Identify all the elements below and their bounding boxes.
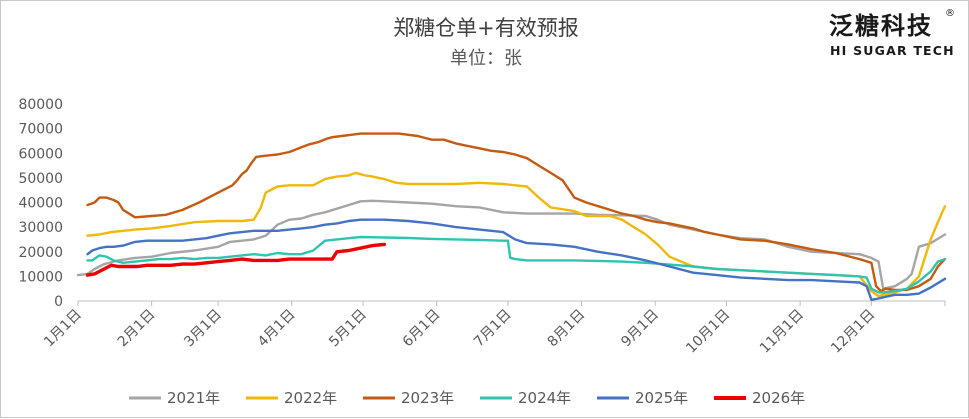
chart-title: 郑糖仓单+有效预报 xyxy=(393,16,579,40)
x-tick-label: 3月1日 xyxy=(181,307,225,351)
y-tick-label: 80000 xyxy=(18,97,63,113)
x-tick-label: 10月1日 xyxy=(683,307,733,357)
brand-logo: 泛糖科技 ® HI SUGAR TECH xyxy=(829,8,955,58)
y-tick-label: 30000 xyxy=(18,220,63,236)
y-tick-label: 40000 xyxy=(18,196,63,212)
legend-label: 2026年 xyxy=(752,389,805,407)
legend-label: 2025年 xyxy=(635,389,688,407)
y-tick-label: 70000 xyxy=(18,122,63,138)
legend-label: 2021年 xyxy=(167,389,220,407)
x-tick-label: 12月1日 xyxy=(828,307,878,357)
x-tick-label: 6月1日 xyxy=(400,307,444,351)
legend-label: 2022年 xyxy=(284,389,337,407)
y-tick-label: 20000 xyxy=(18,245,63,261)
y-tick-label: 10000 xyxy=(18,269,63,285)
series-line-2025 xyxy=(86,218,947,301)
series-line-2026 xyxy=(85,242,387,277)
legend: 2021年 2022年 2023年 2024年 2025年 2026年 xyxy=(129,389,805,407)
brand-name: 泛糖科技 xyxy=(829,12,933,40)
y-axis: 0 10000 20000 30000 40000 50000 60000 70000 8000… xyxy=(18,97,63,310)
x-tick-label: 1月1日 xyxy=(41,307,85,351)
x-tick-label: 7月1日 xyxy=(471,307,515,351)
series-line-2024 xyxy=(86,235,947,294)
x-tick-label: 4月1日 xyxy=(255,307,299,351)
x-tick-label: 9月1日 xyxy=(618,307,662,351)
x-tick-label: 11月1日 xyxy=(757,307,807,357)
legend-label: 2024年 xyxy=(518,389,571,407)
brand-registered-mark: ® xyxy=(945,8,955,19)
legend-label: 2023年 xyxy=(401,389,454,407)
chart-subtitle: 单位：张 xyxy=(450,48,522,69)
y-tick-label: 60000 xyxy=(18,146,63,162)
series-line-2022 xyxy=(86,171,947,298)
series-layer xyxy=(76,132,947,301)
series-line-2023 xyxy=(86,132,947,293)
x-tick-label: 8月1日 xyxy=(545,307,589,351)
brand-tagline: HI SUGAR TECH xyxy=(830,43,955,58)
series-line-2021 xyxy=(76,199,947,290)
y-tick-label: 0 xyxy=(54,294,63,310)
x-axis: 1月1日 2月1日 3月1日 4月1日 5月1日 6月1日 7月1日 8月1日 9月1日 10月1… xyxy=(41,300,946,357)
x-tick-label: 2月1日 xyxy=(115,307,159,351)
y-tick-label: 50000 xyxy=(18,171,63,187)
x-tick-label: 5月1日 xyxy=(326,307,370,351)
